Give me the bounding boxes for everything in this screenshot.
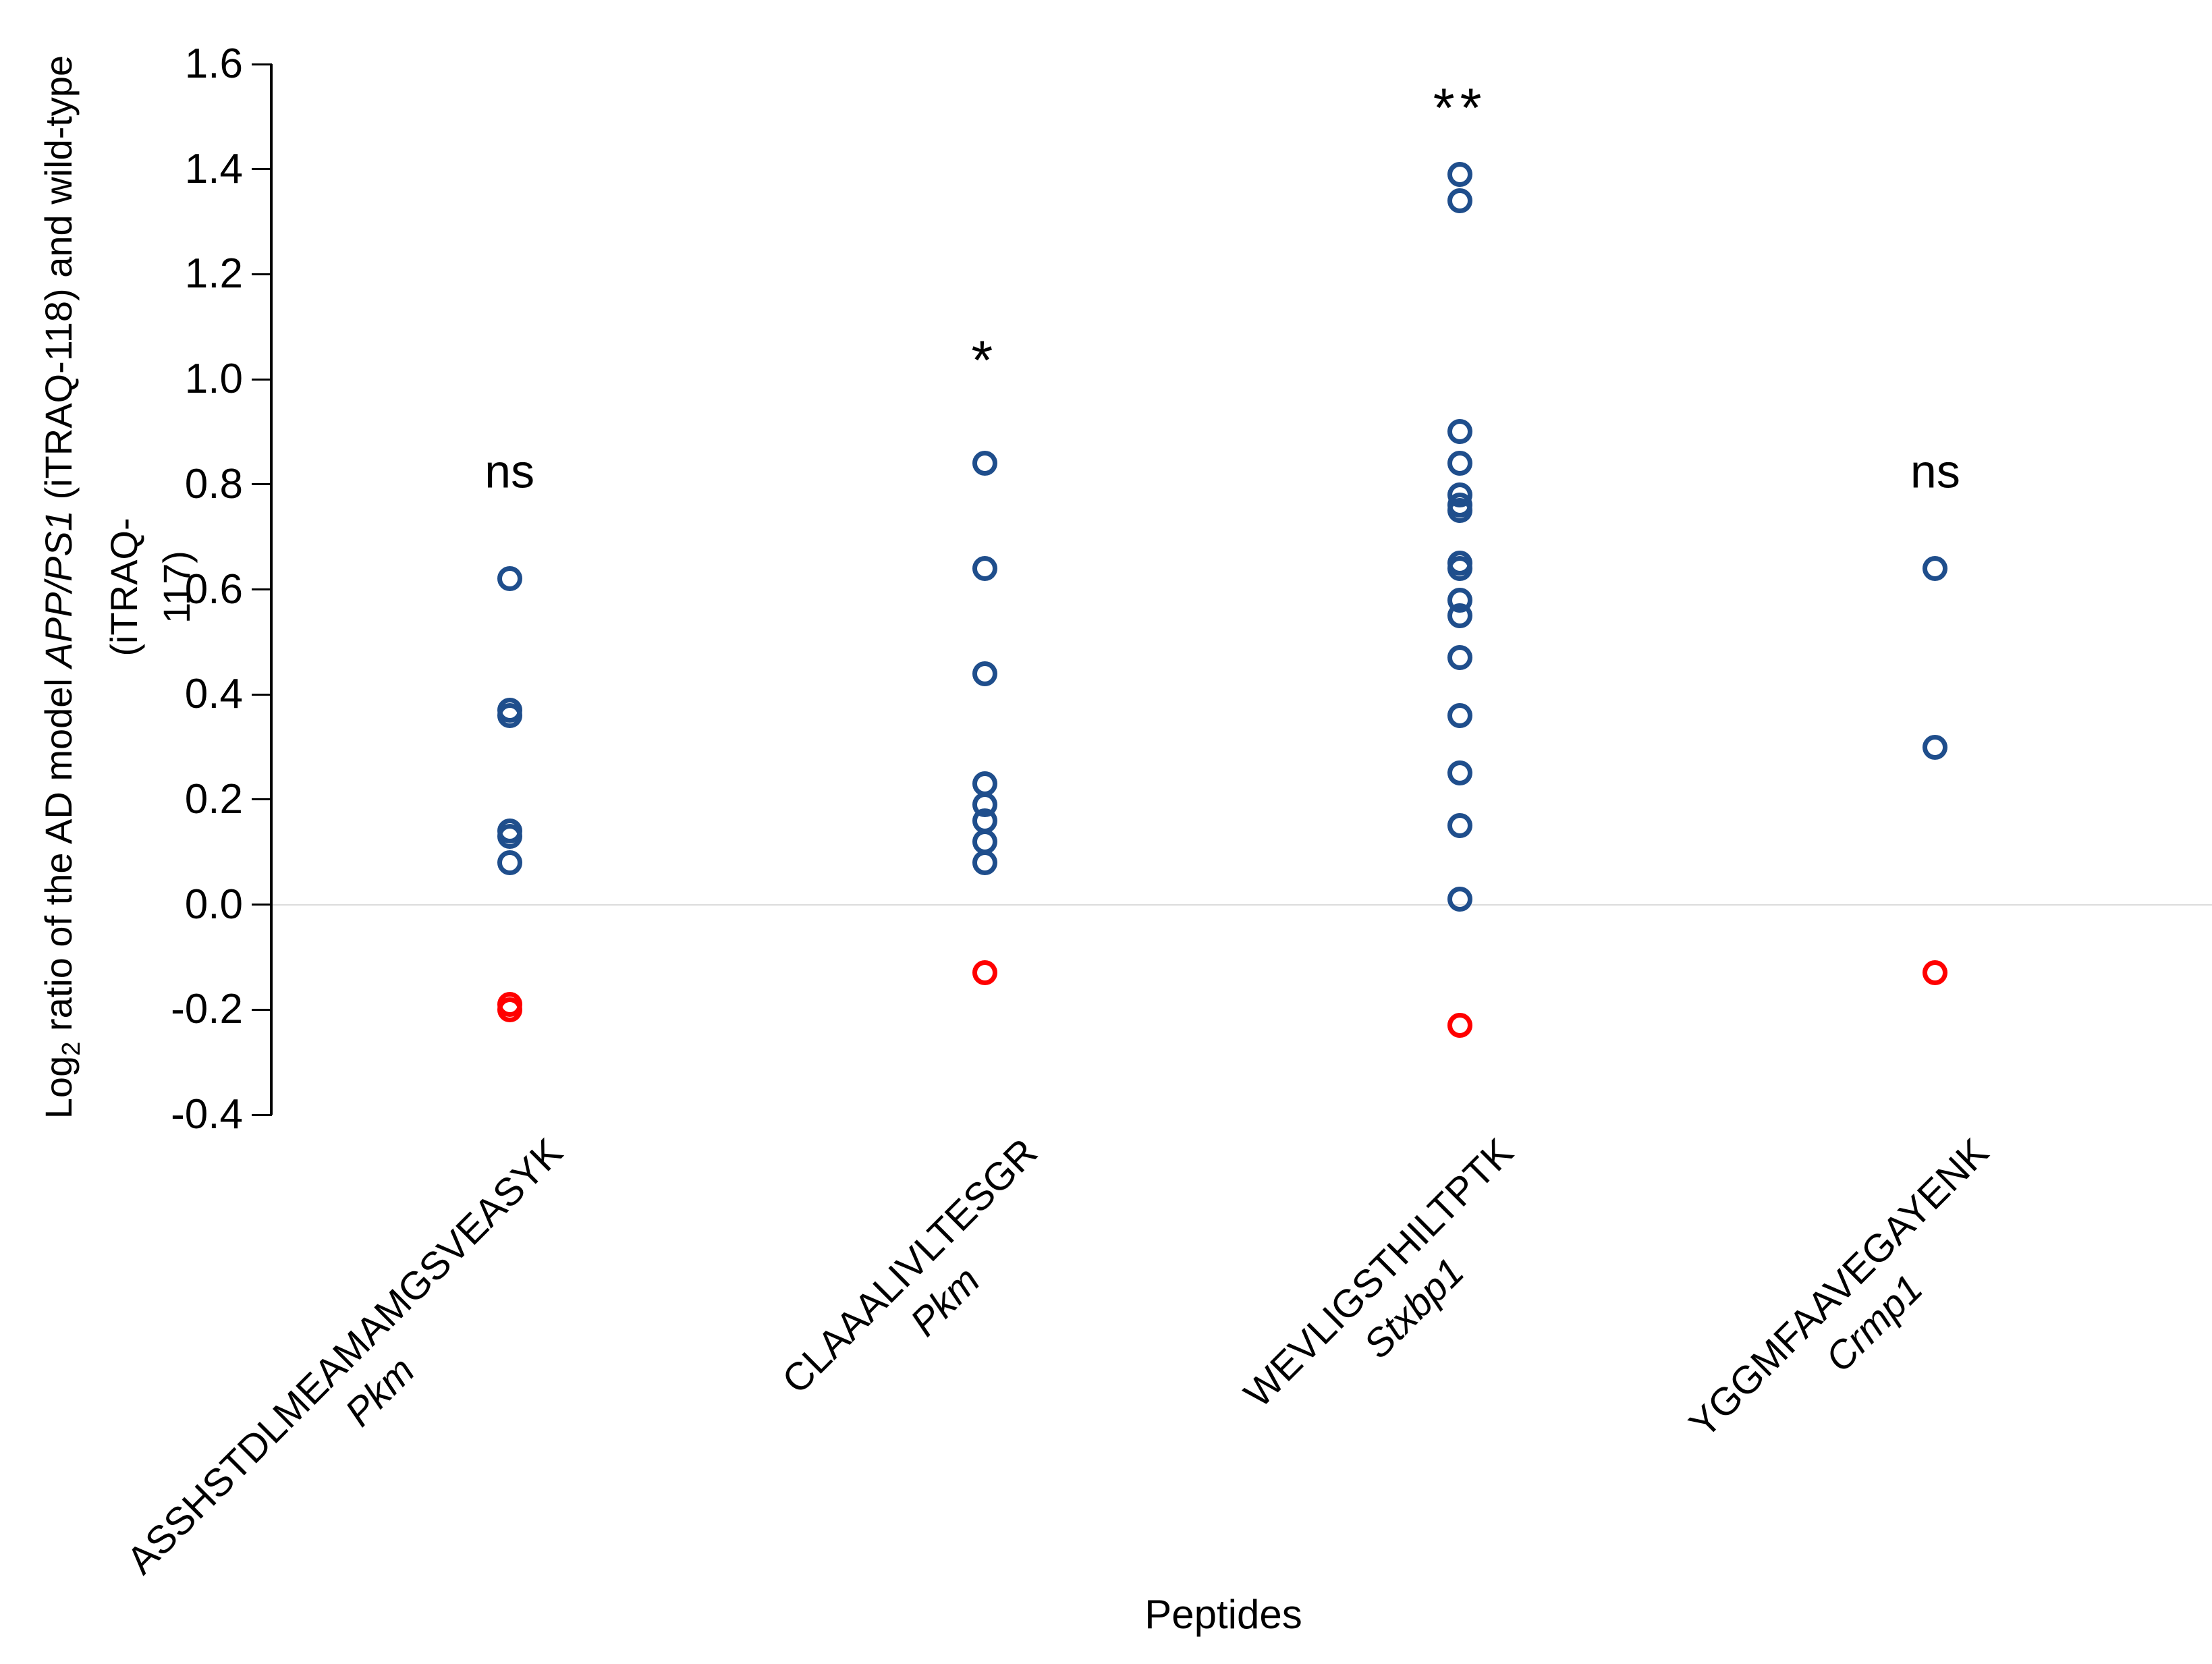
peptide-sequence: YGGMFAAVEGAYENK bbox=[1680, 1130, 1997, 1447]
data-point bbox=[1447, 419, 1473, 445]
data-point bbox=[497, 566, 522, 592]
y-tick bbox=[252, 63, 272, 65]
data-point bbox=[1447, 188, 1473, 213]
zero-gridline bbox=[273, 904, 2212, 906]
y-tick-label: 0.0 bbox=[184, 881, 243, 928]
x-axis-title: Peptides bbox=[1144, 1592, 1302, 1637]
y-tick bbox=[252, 168, 272, 171]
y-tick-label: 0.6 bbox=[184, 565, 243, 613]
y-tick-label: 1.4 bbox=[184, 145, 243, 192]
data-point bbox=[497, 823, 522, 849]
y-tick-label: 0.2 bbox=[184, 775, 243, 823]
y-tick bbox=[252, 273, 272, 275]
data-point bbox=[1923, 555, 1948, 581]
data-point bbox=[972, 850, 997, 875]
data-point bbox=[1447, 451, 1473, 476]
y-tick bbox=[252, 483, 272, 486]
data-point bbox=[1923, 960, 1948, 986]
data-point bbox=[1447, 161, 1473, 187]
data-point bbox=[972, 960, 997, 986]
y-tick bbox=[252, 1113, 272, 1116]
x-category-label: CLAAALIVLTESGR Pkm bbox=[772, 1128, 1084, 1440]
x-category-label: ASSHSTDLMEAMAMGSVEASYK Pkm bbox=[117, 1128, 609, 1620]
data-point bbox=[1447, 702, 1473, 728]
y-tick-label: -0.4 bbox=[171, 1091, 243, 1138]
data-point bbox=[1447, 813, 1473, 839]
data-point bbox=[497, 850, 522, 875]
y-tick bbox=[252, 798, 272, 801]
y-tick-label: 1.0 bbox=[184, 356, 243, 403]
y-tick-label: 0.8 bbox=[184, 460, 243, 507]
data-point bbox=[1447, 498, 1473, 524]
data-point bbox=[1447, 1013, 1473, 1038]
y-tick-label: 0.4 bbox=[184, 671, 243, 718]
y-tick-label: 1.6 bbox=[184, 40, 243, 87]
data-point bbox=[1923, 734, 1948, 760]
y-tick bbox=[252, 378, 272, 381]
significance-label: ns bbox=[1910, 445, 1960, 498]
data-point bbox=[497, 997, 522, 1022]
y-tick bbox=[252, 904, 272, 906]
x-category-label: WEVLIGSTHILTPTK Stxbp1 bbox=[1234, 1128, 1559, 1453]
y-tick bbox=[252, 693, 272, 696]
y-tick-label: -0.2 bbox=[171, 986, 243, 1033]
data-point bbox=[972, 555, 997, 581]
data-point bbox=[972, 661, 997, 686]
y-tick bbox=[252, 588, 272, 590]
data-point bbox=[972, 451, 997, 476]
x-category-label: YGGMFAAVEGAYENK Crmp1 bbox=[1678, 1128, 2034, 1484]
data-point bbox=[1447, 555, 1473, 581]
y-tick bbox=[252, 1008, 272, 1011]
peptide-sequence: ASSHSTDLMEAMAMGSVEASYK bbox=[118, 1130, 571, 1583]
data-point bbox=[1447, 603, 1473, 628]
gene-name: Pkm bbox=[337, 1348, 424, 1435]
data-point bbox=[1447, 760, 1473, 786]
significance-label: ** bbox=[1433, 77, 1487, 139]
data-point bbox=[1447, 645, 1473, 671]
y-tick-label: 1.2 bbox=[184, 250, 243, 298]
significance-label: ns bbox=[485, 445, 535, 498]
significance-label: * bbox=[971, 329, 999, 391]
data-point bbox=[1447, 887, 1473, 912]
data-point bbox=[497, 702, 522, 728]
gene-name: Crmp1 bbox=[1817, 1266, 1931, 1381]
